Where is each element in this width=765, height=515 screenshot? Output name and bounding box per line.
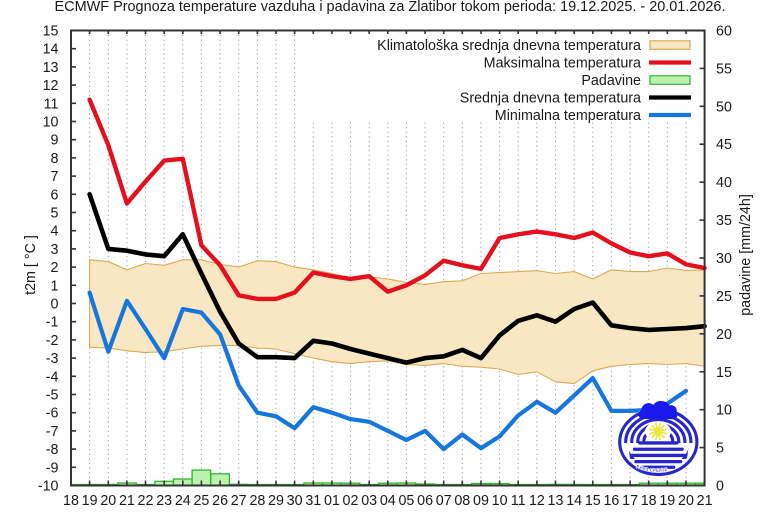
svg-text:Maksimalna temperatura: Maksimalna temperatura: [484, 56, 641, 72]
svg-text:06: 06: [417, 493, 433, 509]
svg-text:14: 14: [566, 493, 582, 509]
svg-text:21: 21: [697, 493, 713, 509]
svg-text:23: 23: [156, 493, 172, 509]
svg-text:0: 0: [51, 297, 59, 313]
svg-text:03: 03: [361, 493, 377, 509]
svg-text:24: 24: [175, 493, 191, 509]
svg-text:20: 20: [716, 327, 732, 343]
svg-text:25: 25: [193, 493, 209, 509]
svg-text:Klimatološka srednja dnevna te: Klimatološka srednja dnevna temperatura: [377, 38, 641, 54]
svg-text:11: 11: [44, 96, 59, 112]
svg-text:5: 5: [51, 206, 59, 222]
svg-text:-3: -3: [46, 351, 59, 367]
svg-text:0: 0: [716, 479, 724, 495]
svg-text:22: 22: [138, 493, 154, 509]
svg-text:20: 20: [100, 493, 116, 509]
svg-text:05: 05: [398, 493, 414, 509]
svg-text:-8: -8: [46, 442, 59, 458]
svg-text:8: 8: [51, 151, 59, 167]
svg-text:18: 18: [63, 493, 79, 509]
svg-text:29: 29: [268, 493, 284, 509]
svg-text:3: 3: [51, 242, 59, 258]
svg-text:16: 16: [603, 493, 619, 509]
svg-text:27: 27: [231, 493, 247, 509]
svg-text:20: 20: [678, 493, 694, 509]
svg-text:30: 30: [716, 251, 732, 267]
svg-text:02: 02: [343, 493, 359, 509]
svg-text:12: 12: [529, 493, 545, 509]
svg-text:45: 45: [716, 137, 732, 153]
svg-text:17: 17: [622, 493, 638, 509]
svg-text:04: 04: [380, 493, 396, 509]
svg-text:14: 14: [43, 42, 59, 58]
svg-text:15: 15: [585, 493, 601, 509]
svg-text:padavine [mm/24h]: padavine [mm/24h]: [738, 194, 754, 316]
svg-text:2: 2: [51, 260, 59, 276]
svg-text:19: 19: [82, 493, 98, 509]
svg-text:19: 19: [659, 493, 675, 509]
svg-text:28: 28: [249, 493, 265, 509]
svg-text:55: 55: [716, 61, 732, 77]
svg-text:РХМЗ СРБИЈЕ: РХМЗ СРБИЈЕ: [636, 464, 668, 473]
svg-text:10: 10: [492, 493, 508, 509]
svg-text:-10: -10: [38, 479, 59, 495]
svg-text:11: 11: [511, 493, 526, 509]
svg-text:-9: -9: [46, 460, 59, 476]
svg-text:-1: -1: [46, 315, 59, 331]
svg-text:01: 01: [324, 493, 340, 509]
svg-text:40: 40: [716, 175, 732, 191]
svg-text:-4: -4: [46, 369, 59, 385]
svg-text:-2: -2: [46, 333, 59, 349]
svg-text:4: 4: [51, 224, 59, 240]
svg-text:-5: -5: [46, 388, 59, 404]
svg-text:25: 25: [716, 289, 732, 305]
svg-text:5: 5: [716, 441, 724, 457]
svg-text:60: 60: [716, 24, 732, 40]
svg-text:15: 15: [716, 365, 732, 381]
svg-text:9: 9: [51, 133, 59, 149]
svg-text:Srednja dnevna temperatura: Srednja dnevna temperatura: [460, 91, 641, 107]
svg-text:31: 31: [305, 493, 321, 509]
svg-text:12: 12: [43, 78, 59, 94]
svg-text:10: 10: [716, 403, 732, 419]
svg-text:07: 07: [436, 493, 452, 509]
svg-text:6: 6: [51, 187, 59, 203]
svg-text:Padavine: Padavine: [581, 73, 641, 89]
svg-text:35: 35: [716, 213, 732, 229]
svg-text:26: 26: [212, 493, 228, 509]
svg-text:t2m [ °C ]: t2m [ °C ]: [23, 235, 39, 295]
svg-text:10: 10: [43, 115, 59, 131]
svg-text:08: 08: [454, 493, 470, 509]
svg-text:13: 13: [43, 60, 59, 76]
svg-text:7: 7: [51, 169, 59, 185]
svg-text:15: 15: [43, 24, 59, 40]
svg-text:09: 09: [473, 493, 489, 509]
svg-text:21: 21: [119, 493, 135, 509]
svg-text:18: 18: [641, 493, 657, 509]
svg-text:-7: -7: [46, 424, 59, 440]
svg-text:50: 50: [716, 99, 732, 115]
svg-text:-6: -6: [46, 406, 59, 422]
svg-text:13: 13: [548, 493, 564, 509]
svg-text:30: 30: [287, 493, 303, 509]
svg-text:1: 1: [51, 278, 59, 294]
svg-text:ECMWF Prognoza temperature vaz: ECMWF Prognoza temperature vazduha i pad…: [55, 0, 726, 15]
svg-text:Minimalna temperatura: Minimalna temperatura: [495, 108, 641, 124]
